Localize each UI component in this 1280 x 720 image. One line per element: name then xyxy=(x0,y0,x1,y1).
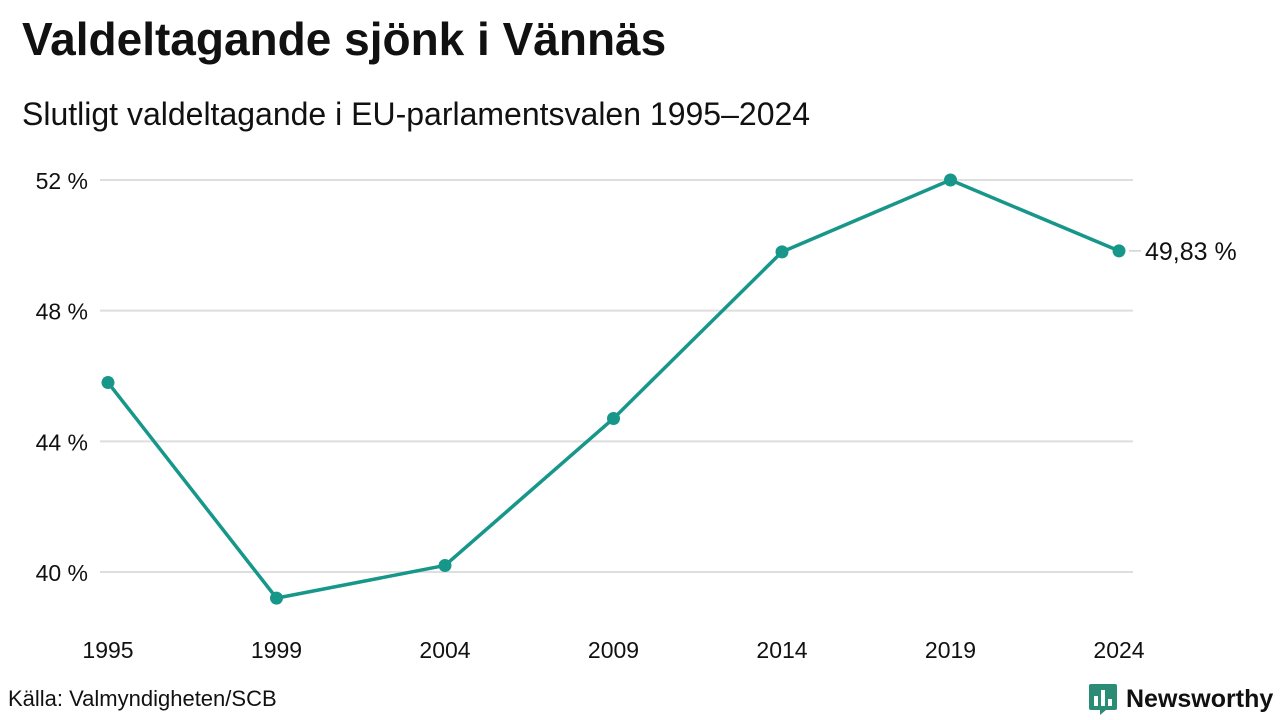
chart-title: Valdeltagande sjönk i Vännäs xyxy=(22,13,667,65)
y-axis-ticks: 40 % 44 % 48 % 52 % xyxy=(36,168,88,586)
data-points xyxy=(101,173,1126,605)
gridlines xyxy=(100,179,1133,573)
x-tick-label: 2009 xyxy=(588,637,639,663)
end-label-group: 49,83 % xyxy=(1129,238,1237,266)
x-tick-label: 1999 xyxy=(251,637,302,663)
x-tick-label: 1995 xyxy=(82,637,133,663)
data-point xyxy=(101,376,115,390)
x-tick-label: 2019 xyxy=(925,637,976,663)
x-tick-label: 2024 xyxy=(1093,637,1144,663)
chart-subtitle: Slutligt valdeltagande i EU-parlamentsva… xyxy=(22,96,811,132)
y-tick-label: 44 % xyxy=(36,429,88,455)
x-tick-label: 2004 xyxy=(419,637,470,663)
brand-name: Newsworthy xyxy=(1126,684,1274,713)
end-value-label: 49,83 % xyxy=(1145,238,1237,266)
y-tick-label: 48 % xyxy=(36,299,88,325)
data-point xyxy=(438,558,452,572)
data-point xyxy=(270,591,283,605)
data-point xyxy=(607,411,620,425)
data-point xyxy=(775,245,789,259)
series-line xyxy=(106,178,1121,600)
y-tick-label: 52 % xyxy=(36,168,88,194)
y-tick-label: 40 % xyxy=(36,560,88,586)
x-axis-ticks: 1995 1999 2004 2009 2014 2019 2024 xyxy=(82,637,1144,663)
series-line-group xyxy=(106,178,1121,600)
bar-chart-speech-bubble-icon xyxy=(1089,684,1117,715)
data-point xyxy=(944,173,957,187)
brand[interactable]: Newsworthy xyxy=(1088,682,1273,716)
data-point xyxy=(1112,244,1126,258)
x-tick-label: 2014 xyxy=(756,637,807,663)
source-note: Källa: Valmyndigheten/SCB xyxy=(8,686,277,711)
